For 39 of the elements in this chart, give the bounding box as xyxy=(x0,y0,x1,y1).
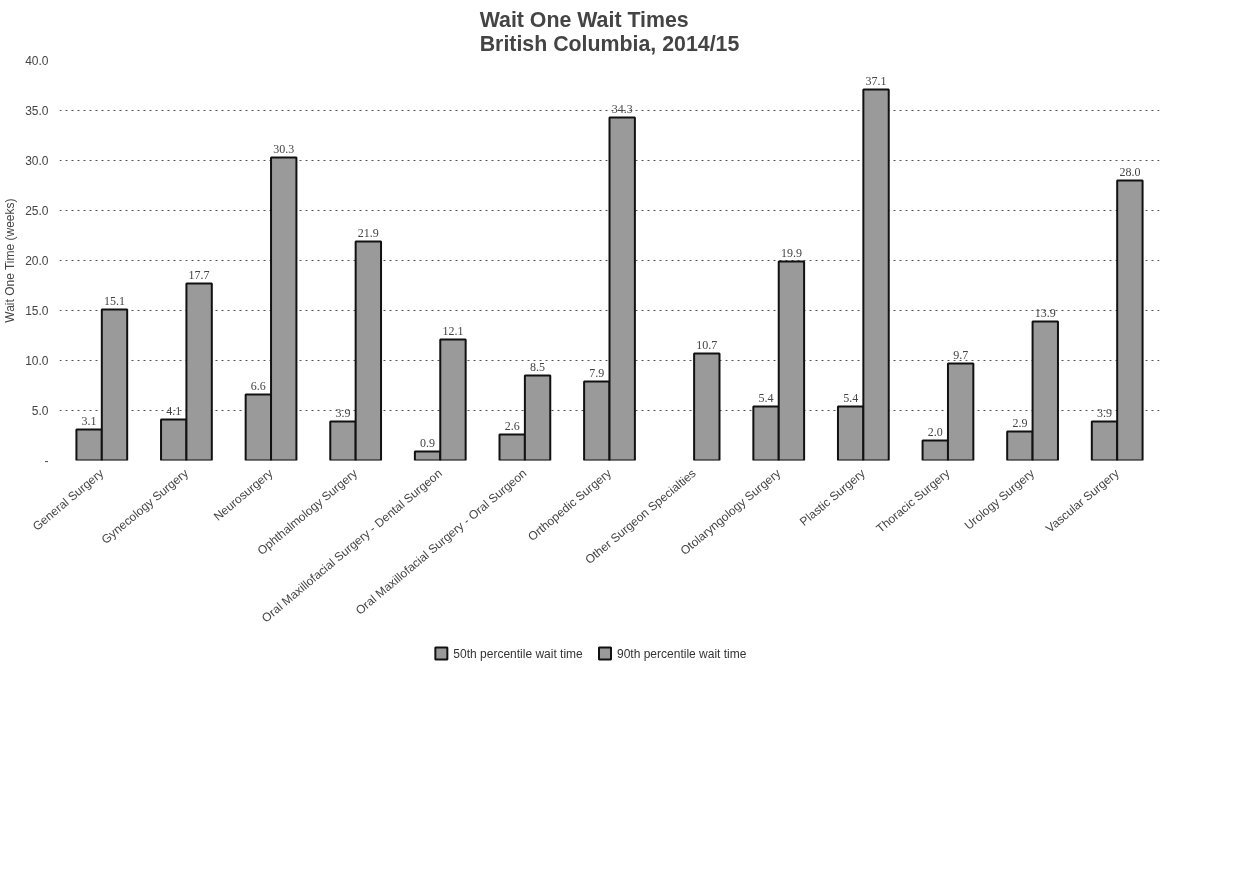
legend-label: 50th percentile wait time xyxy=(453,646,584,661)
data-label: 2.6 xyxy=(504,418,520,433)
y-tick-label: 25.0 xyxy=(25,204,49,218)
data-label: 28.0 xyxy=(1119,164,1141,179)
data-label: 2.9 xyxy=(1012,415,1028,430)
data-label: 34.3 xyxy=(611,101,633,116)
data-label: 12.1 xyxy=(442,323,464,338)
y-axis-title: Wait One Time (weeks) xyxy=(3,198,18,323)
y-tick-label: 10.0 xyxy=(25,354,49,368)
data-label: 4.1 xyxy=(166,403,182,418)
data-label: 8.5 xyxy=(530,359,546,374)
data-label: 17.7 xyxy=(188,267,210,282)
data-label: 10.7 xyxy=(696,337,718,352)
y-tick-label: - xyxy=(44,454,49,468)
data-label: 0.9 xyxy=(420,435,436,450)
data-label: 30.3 xyxy=(273,141,295,156)
bar xyxy=(693,352,721,461)
data-label: 15.1 xyxy=(104,293,125,308)
data-label: 3.9 xyxy=(1097,405,1112,420)
y-tick-label: 30.0 xyxy=(25,154,49,168)
chart-title: Wait One Wait Times British Columbia, 2014/15 xyxy=(479,7,740,56)
data-label: 19.9 xyxy=(780,245,802,260)
data-label: 37.1 xyxy=(865,73,887,88)
data-label: 7.9 xyxy=(589,365,605,380)
y-tick-label: 20.0 xyxy=(25,254,49,268)
data-label: 21.9 xyxy=(357,225,379,240)
y-tick-label: 15.0 xyxy=(25,304,49,318)
data-label: 13.9 xyxy=(1034,305,1056,320)
y-tick-label: 35.0 xyxy=(25,104,49,118)
data-label: 3.1 xyxy=(81,413,97,428)
data-label: 5.4 xyxy=(758,390,774,405)
data-label: 9.7 xyxy=(953,347,969,362)
y-tick-label: 5.0 xyxy=(31,404,49,418)
data-label: 2.0 xyxy=(927,424,943,439)
y-tick-label: 40.0 xyxy=(25,54,49,68)
data-label: 5.4 xyxy=(843,390,859,405)
data-label: 6.6 xyxy=(250,378,266,393)
data-label: 3.9 xyxy=(335,405,351,420)
legend-label: 90th percentile wait time xyxy=(617,646,747,661)
